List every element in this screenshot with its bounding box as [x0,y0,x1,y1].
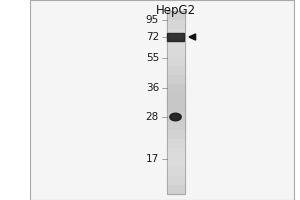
Bar [167,84,184,93]
Bar [168,34,183,37]
Text: 72: 72 [146,32,159,42]
Bar [167,33,184,41]
FancyBboxPatch shape [167,11,184,194]
Bar [167,148,184,157]
Bar [167,112,184,121]
Text: 95: 95 [146,15,159,25]
Circle shape [170,113,181,121]
Bar [167,11,184,20]
Bar [167,29,184,38]
Text: 17: 17 [146,154,159,164]
Bar [167,11,184,194]
Bar [167,176,184,185]
Bar [167,102,184,112]
FancyBboxPatch shape [30,0,294,200]
Text: 55: 55 [146,53,159,63]
Bar [167,38,184,48]
Bar [167,157,184,167]
Bar [167,121,184,130]
Bar [167,20,184,29]
Bar [167,57,184,66]
Polygon shape [189,34,196,40]
Text: 28: 28 [146,112,159,122]
Text: 36: 36 [146,83,159,93]
Bar [167,185,184,194]
Bar [167,75,184,84]
Bar [167,167,184,176]
Bar [167,66,184,75]
Bar [167,48,184,57]
Bar [167,130,184,139]
Bar [167,93,184,102]
Text: HepG2: HepG2 [155,4,196,17]
Bar [167,139,184,148]
